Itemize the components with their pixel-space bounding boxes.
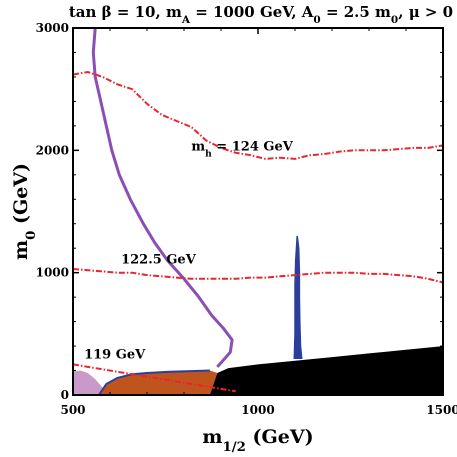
y-axis-label: m0 (GeV) bbox=[10, 163, 39, 260]
axis-labels: m1/2 (GeV) m0 (GeV) bbox=[10, 163, 314, 455]
higgs-contour-2 bbox=[73, 363, 236, 393]
chart-title: tan β = 10, mA = 1000 GeV, A0 = 2.5 m0, … bbox=[69, 3, 453, 26]
y-tick-label: 0 bbox=[61, 388, 69, 402]
y-tick-label: 2000 bbox=[36, 143, 69, 157]
higgs-contour-1 bbox=[73, 268, 443, 284]
plot-frame bbox=[72, 27, 444, 396]
pink-region bbox=[73, 370, 107, 395]
black-region bbox=[209, 346, 443, 395]
plot-area bbox=[73, 28, 443, 395]
contour-label-2: 119 GeV bbox=[84, 347, 146, 362]
x-tick-label: 1000 bbox=[241, 403, 274, 417]
x-axis-label: m1/2 (GeV) bbox=[202, 426, 313, 455]
y-tick-label: 3000 bbox=[36, 21, 69, 35]
brown-region-edge bbox=[98, 369, 210, 395]
chart-title-text: tan β = 10, mA = 1000 GeV, A0 = 2.5 m0, … bbox=[69, 3, 453, 26]
contour-label-0: mh = 124 GeV bbox=[191, 139, 293, 159]
x-tick-label: 500 bbox=[60, 403, 85, 417]
x-tick-label: 1500 bbox=[426, 403, 457, 417]
y-tick-label: 1000 bbox=[36, 266, 69, 280]
contour-labels: mh = 124 GeV 122.5 GeV 119 GeV bbox=[84, 139, 294, 362]
axis-ticks: 500 1000 1500 0 1000 2000 3000 bbox=[36, 21, 457, 417]
blue-strip bbox=[293, 235, 303, 360]
contour-label-1: 122.5 GeV bbox=[121, 253, 197, 268]
higgs-contour-0 bbox=[73, 70, 443, 160]
violet-boundary-line bbox=[91, 28, 234, 368]
brown-region bbox=[98, 370, 218, 395]
